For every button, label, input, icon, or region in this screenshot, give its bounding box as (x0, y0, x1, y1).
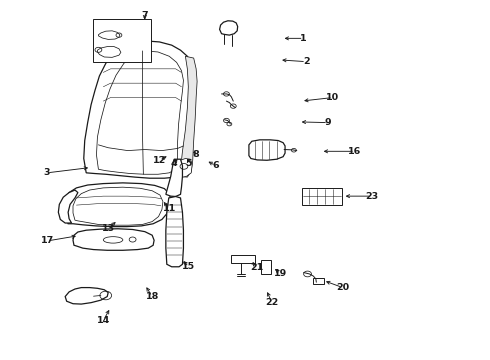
Text: 14: 14 (97, 316, 110, 325)
Polygon shape (166, 197, 183, 267)
Polygon shape (98, 31, 120, 40)
Text: 1: 1 (300, 34, 307, 43)
Polygon shape (176, 158, 192, 177)
Text: 22: 22 (265, 298, 278, 307)
Text: 5: 5 (186, 159, 192, 168)
Polygon shape (65, 288, 108, 304)
Bar (231, 255, 255, 263)
Polygon shape (73, 229, 154, 250)
Text: 21: 21 (250, 264, 263, 273)
Polygon shape (84, 41, 195, 178)
Text: 16: 16 (348, 147, 362, 156)
Text: 3: 3 (44, 168, 50, 177)
Text: 23: 23 (366, 192, 379, 201)
Bar (314, 278, 324, 284)
Text: 18: 18 (146, 292, 159, 301)
Text: 4: 4 (171, 159, 177, 168)
Bar (302, 188, 342, 205)
Polygon shape (58, 190, 78, 223)
Polygon shape (179, 56, 197, 177)
Text: 13: 13 (101, 224, 115, 233)
Text: 11: 11 (163, 204, 176, 213)
Polygon shape (64, 183, 171, 226)
Text: 19: 19 (273, 269, 287, 278)
Text: 8: 8 (193, 150, 199, 159)
Polygon shape (166, 159, 182, 197)
Text: 15: 15 (182, 262, 196, 271)
Text: 9: 9 (325, 118, 331, 127)
Text: 6: 6 (212, 161, 219, 170)
Text: 7: 7 (142, 10, 148, 19)
Text: 17: 17 (41, 237, 54, 246)
Text: 10: 10 (326, 93, 340, 102)
Bar (93, 19, 151, 62)
Polygon shape (249, 140, 285, 160)
Text: 20: 20 (336, 283, 349, 292)
Text: 2: 2 (303, 57, 309, 66)
Text: 12: 12 (153, 156, 166, 165)
Bar (261, 260, 271, 274)
Polygon shape (220, 21, 238, 35)
Polygon shape (98, 46, 121, 57)
